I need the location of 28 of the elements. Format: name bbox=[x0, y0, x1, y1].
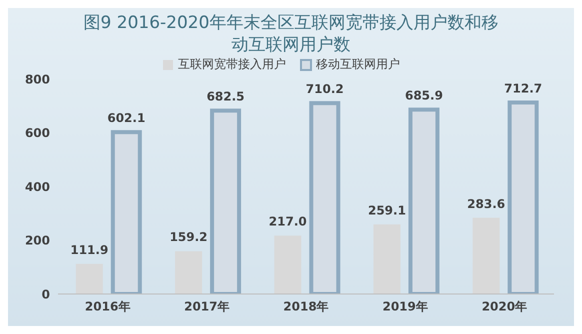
y-tick-label: 400 bbox=[24, 180, 50, 194]
text: 602.1 bbox=[107, 111, 146, 126]
x-tick-label: 2020年 bbox=[482, 300, 528, 314]
y-tick-label: 800 bbox=[24, 72, 50, 86]
y-tick-label: 200 bbox=[24, 234, 50, 248]
chart-title: 图9 2016-2020年年末全区互联网宽带接入用户数和移动互联网用户数 bbox=[82, 12, 500, 56]
bar bbox=[175, 251, 202, 294]
legend-label: 移动互联网用户 bbox=[315, 56, 400, 73]
bar bbox=[373, 224, 400, 294]
text: 710.2 bbox=[306, 82, 344, 96]
x-tick-label: 2017年 bbox=[184, 300, 230, 314]
y-tick-label: 0 bbox=[42, 287, 50, 302]
text: 712.7 bbox=[504, 81, 542, 96]
bar bbox=[76, 264, 103, 294]
y-tick-label: 600 bbox=[24, 126, 50, 140]
x-tick-label: 2018年 bbox=[283, 300, 329, 314]
text: 259.1 bbox=[368, 203, 406, 218]
text: 111.9 bbox=[70, 242, 108, 257]
legend-label: 互联网宽带接入用户 bbox=[177, 56, 286, 73]
text: 682.5 bbox=[206, 90, 245, 104]
bar bbox=[274, 236, 302, 294]
text: 283.6 bbox=[467, 196, 506, 211]
text: 685.9 bbox=[404, 88, 443, 103]
x-tick-label: 2016年 bbox=[84, 300, 130, 314]
bar bbox=[472, 218, 500, 294]
text: 159.2 bbox=[170, 230, 208, 244]
text: 217.0 bbox=[268, 214, 307, 229]
x-tick-label: 2019年 bbox=[382, 300, 428, 314]
